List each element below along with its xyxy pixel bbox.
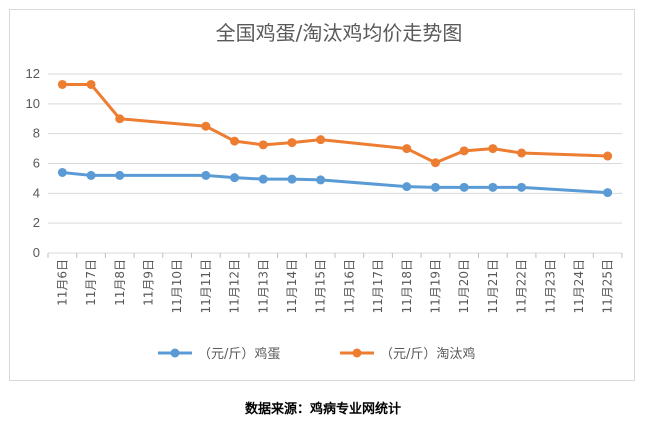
series-point-0	[258, 174, 268, 184]
series-line-1	[62, 82, 608, 165]
legend-swatch-marker	[170, 348, 180, 358]
series-line-0	[62, 170, 608, 195]
series-point-0	[86, 170, 96, 180]
series-point-0	[488, 182, 498, 192]
x-tick-label: 11月11日	[199, 259, 213, 314]
x-tick-label: 11月6日	[55, 259, 69, 306]
series-point-1	[201, 121, 211, 131]
series-point-0	[57, 167, 67, 177]
series-point-1	[316, 135, 326, 145]
x-tick-label: 11月16日	[342, 259, 356, 314]
series-point-0	[115, 170, 125, 180]
x-tick-label: 11月12日	[228, 259, 242, 314]
chart-frame: 全国鸡蛋/淘汰鸡均价走势图 0 2 4 6 8 10 12 11月6日 11月7日 11月8日 11月…	[9, 9, 635, 381]
x-tick-label: 11月15日	[314, 259, 328, 314]
series-point-0	[230, 173, 240, 183]
y-tick-label: 8	[33, 126, 40, 141]
x-tick-label: 11月21日	[486, 259, 500, 314]
y-tick-label: 6	[33, 156, 40, 171]
x-tick-label: 11月22日	[515, 259, 529, 314]
x-tick-label: 11月9日	[141, 259, 155, 306]
x-tick-label: 11月7日	[84, 259, 98, 306]
series-point-0	[402, 182, 412, 192]
x-tick-label: 11月19日	[428, 259, 442, 314]
legend-label: （元/斤）淘汰鸡	[380, 346, 475, 362]
series-point-0	[201, 170, 211, 180]
series-point-1	[517, 148, 527, 158]
x-tick-label: 11月13日	[256, 259, 270, 314]
series-point-0	[603, 188, 613, 198]
x-tick-label: 11月10日	[170, 259, 184, 314]
series-point-1	[459, 146, 469, 156]
series-point-1	[57, 79, 67, 89]
legend-swatch-marker	[352, 348, 362, 358]
series-point-0	[287, 174, 297, 184]
series-point-0	[316, 175, 326, 185]
y-tick-label: 0	[33, 245, 40, 260]
series-point-1	[430, 158, 440, 168]
series-point-0	[430, 182, 440, 192]
y-tick-label: 12	[26, 66, 40, 81]
x-tick-label: 11月24日	[572, 259, 586, 314]
x-tick-label: 11月14日	[285, 259, 299, 314]
x-tick-label: 11月18日	[400, 259, 414, 314]
series-point-1	[603, 151, 613, 161]
series-point-1	[258, 140, 268, 150]
source-note: 数据来源：鸡病专业网统计	[244, 402, 401, 417]
y-tick-label: 2	[33, 215, 40, 230]
legend-label: （元/斤）鸡蛋	[198, 346, 280, 362]
series-point-1	[115, 114, 125, 124]
x-tick-label: 11月25日	[601, 259, 615, 314]
series-point-1	[488, 144, 498, 154]
series-point-0	[517, 182, 527, 192]
series-point-1	[86, 79, 96, 89]
x-tick-label: 11月8日	[113, 259, 127, 306]
chart-svg: 全国鸡蛋/淘汰鸡均价走势图 0 2 4 6 8 10 12 11月6日 11月7日 11月8日 11月…	[26, 21, 623, 362]
chart-title: 全国鸡蛋/淘汰鸡均价走势图	[216, 21, 463, 45]
x-tick-label: 11月17日	[371, 259, 385, 314]
series-point-1	[287, 138, 297, 148]
series-point-1	[230, 136, 240, 146]
x-tick-label: 11月23日	[543, 259, 557, 314]
y-tick-label: 4	[33, 185, 40, 200]
series-point-1	[402, 144, 412, 154]
series-point-0	[459, 182, 469, 192]
y-tick-label: 10	[26, 96, 40, 111]
x-tick-label: 11月20日	[457, 259, 471, 314]
